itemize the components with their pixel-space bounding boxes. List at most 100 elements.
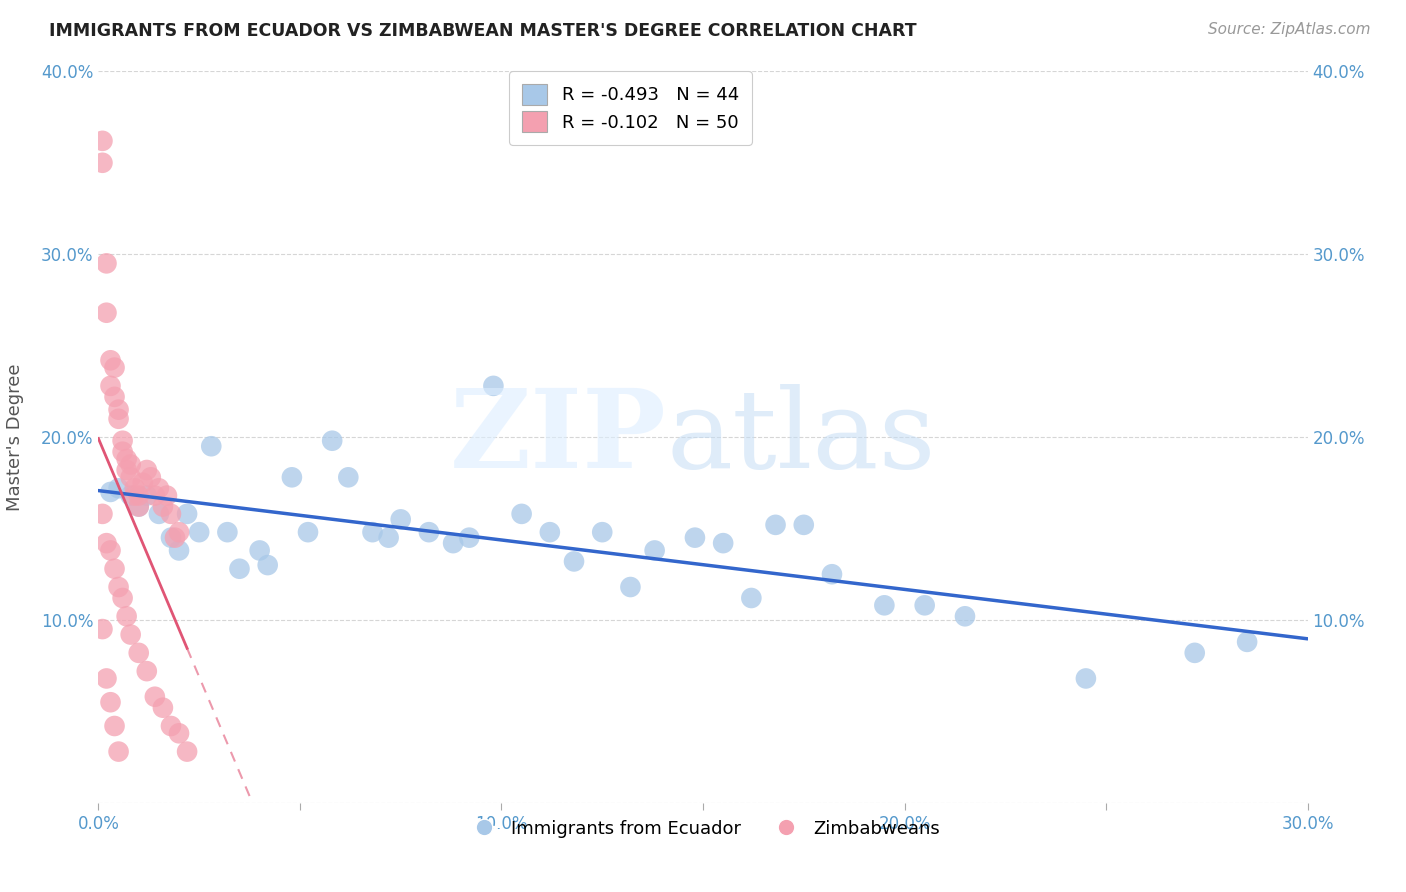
Point <box>91 507 114 521</box>
Point <box>176 507 198 521</box>
Point <box>124 489 146 503</box>
Point <box>953 609 976 624</box>
Point <box>100 695 122 709</box>
Point <box>167 543 190 558</box>
Point <box>115 463 138 477</box>
Point <box>873 599 896 613</box>
Point <box>337 470 360 484</box>
Point <box>143 690 166 704</box>
Point <box>128 646 150 660</box>
Point <box>132 475 155 490</box>
Point <box>107 402 129 417</box>
Point <box>249 543 271 558</box>
Point <box>176 745 198 759</box>
Point <box>96 256 118 270</box>
Point <box>152 700 174 714</box>
Text: IMMIGRANTS FROM ECUADOR VS ZIMBABWEAN MASTER'S DEGREE CORRELATION CHART: IMMIGRANTS FROM ECUADOR VS ZIMBABWEAN MA… <box>49 22 917 40</box>
Point <box>124 481 146 495</box>
Point <box>111 444 134 458</box>
Point <box>914 599 936 613</box>
Point <box>167 726 190 740</box>
Point <box>765 517 787 532</box>
Point <box>135 664 157 678</box>
Point <box>200 439 222 453</box>
Point <box>167 525 190 540</box>
Point <box>377 531 399 545</box>
Point <box>793 517 815 532</box>
Point <box>152 500 174 514</box>
Point <box>111 434 134 448</box>
Point <box>1236 635 1258 649</box>
Point <box>120 470 142 484</box>
Point <box>143 489 166 503</box>
Point <box>160 719 183 733</box>
Point <box>160 531 183 545</box>
Point <box>107 481 129 495</box>
Point <box>1074 672 1097 686</box>
Point <box>100 353 122 368</box>
Point <box>619 580 641 594</box>
Point <box>115 609 138 624</box>
Point <box>135 489 157 503</box>
Point <box>458 531 481 545</box>
Point <box>139 470 162 484</box>
Point <box>644 543 666 558</box>
Point <box>115 452 138 467</box>
Point <box>156 489 179 503</box>
Point <box>128 489 150 503</box>
Point <box>100 485 122 500</box>
Point <box>217 525 239 540</box>
Point <box>96 672 118 686</box>
Point <box>103 562 125 576</box>
Point <box>297 525 319 540</box>
Point <box>107 580 129 594</box>
Point <box>128 500 150 514</box>
Point <box>538 525 561 540</box>
Text: atlas: atlas <box>666 384 936 491</box>
Point <box>256 558 278 573</box>
Point <box>361 525 384 540</box>
Point <box>111 591 134 605</box>
Y-axis label: Master's Degree: Master's Degree <box>7 363 24 511</box>
Point <box>100 543 122 558</box>
Point <box>163 531 186 545</box>
Point <box>591 525 613 540</box>
Text: Source: ZipAtlas.com: Source: ZipAtlas.com <box>1208 22 1371 37</box>
Point <box>711 536 734 550</box>
Point <box>120 489 142 503</box>
Point <box>91 134 114 148</box>
Point <box>821 567 844 582</box>
Point <box>562 554 585 568</box>
Legend: Immigrants from Ecuador, Zimbabweans: Immigrants from Ecuador, Zimbabweans <box>458 813 948 845</box>
Point <box>103 719 125 733</box>
Point <box>148 481 170 495</box>
Point <box>188 525 211 540</box>
Point <box>510 507 533 521</box>
Point <box>683 531 706 545</box>
Point <box>148 507 170 521</box>
Point <box>281 470 304 484</box>
Point <box>441 536 464 550</box>
Point <box>1184 646 1206 660</box>
Point <box>103 390 125 404</box>
Point <box>107 745 129 759</box>
Point <box>135 463 157 477</box>
Point <box>100 379 122 393</box>
Point <box>96 306 118 320</box>
Point <box>91 156 114 170</box>
Point <box>96 536 118 550</box>
Point <box>107 412 129 426</box>
Point <box>160 507 183 521</box>
Point <box>128 500 150 514</box>
Point <box>418 525 440 540</box>
Point <box>482 379 505 393</box>
Text: ZIP: ZIP <box>450 384 666 491</box>
Point <box>120 627 142 641</box>
Point <box>228 562 250 576</box>
Point <box>120 458 142 472</box>
Point <box>740 591 762 605</box>
Point <box>321 434 343 448</box>
Point <box>91 622 114 636</box>
Point <box>389 512 412 526</box>
Point <box>103 360 125 375</box>
